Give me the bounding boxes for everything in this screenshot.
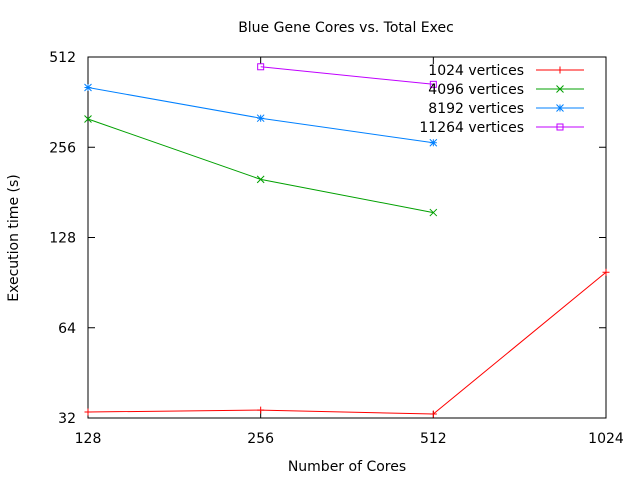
chart-title: Blue Gene Cores vs. Total Exec xyxy=(238,20,454,36)
plot-frame xyxy=(87,56,607,419)
legend-marker-2 xyxy=(556,85,564,93)
data-point-series-1 xyxy=(429,410,437,418)
data-point-series-4 xyxy=(429,80,437,88)
x-tick-label: 512 xyxy=(420,431,447,447)
y-tick-label: 128 xyxy=(49,231,76,247)
y-tick-label: 64 xyxy=(58,321,76,337)
data-point-series-1 xyxy=(84,408,92,416)
legend-label: 11264 vertices xyxy=(419,120,524,136)
data-point-series-2 xyxy=(84,115,92,123)
legend-marker-3 xyxy=(556,104,564,112)
x-tick-label: 256 xyxy=(247,431,274,447)
plot-layer: 128 256 512 1024 32 64 128 256 512 1024 vertices 4… xyxy=(49,50,624,447)
series-line-2 xyxy=(87,118,434,214)
data-point-series-3 xyxy=(84,83,92,92)
y-tick-label: 32 xyxy=(58,411,76,427)
data-point-series-2 xyxy=(256,175,265,184)
x-axis-label: Number of Cores xyxy=(288,459,406,475)
legend-label: 8192 vertices xyxy=(428,101,524,117)
data-point-series-2 xyxy=(429,208,438,217)
y-tick-label: 256 xyxy=(49,140,76,156)
x-tick-label: 1024 xyxy=(588,431,624,447)
legend-label: 1024 vertices xyxy=(428,63,524,79)
data-point-series-3 xyxy=(429,138,438,147)
legend-label: 4096 vertices xyxy=(428,82,524,98)
data-point-series-1 xyxy=(602,268,610,276)
y-axis-label: Execution time (s) xyxy=(6,174,22,301)
series-line-1 xyxy=(87,271,607,415)
data-point-series-1 xyxy=(257,406,265,414)
legend-marker-4 xyxy=(556,123,564,131)
legend-marker-1 xyxy=(556,66,564,74)
series-line-4 xyxy=(260,66,434,85)
x-tick-label: 128 xyxy=(75,431,102,447)
y-tick-label: 512 xyxy=(49,50,76,66)
data-point-series-4 xyxy=(257,63,265,71)
data-point-series-3 xyxy=(256,114,265,123)
